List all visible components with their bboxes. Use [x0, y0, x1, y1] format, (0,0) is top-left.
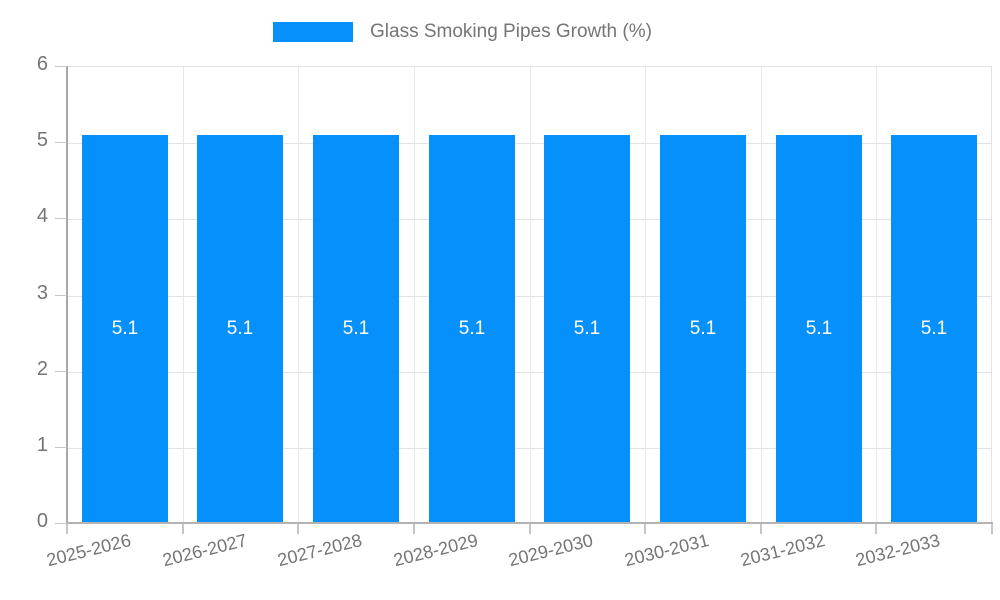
x-axis-tick [991, 524, 993, 534]
bar[interactable]: 5.1 [429, 135, 515, 523]
x-axis-label: 2029-2030 [506, 530, 595, 571]
y-axis-tick [55, 218, 67, 219]
x-axis-line [66, 522, 993, 524]
bar-value-label: 5.1 [920, 318, 948, 339]
gridline-horizontal [67, 219, 991, 221]
bar[interactable]: 5.1 [544, 135, 630, 523]
x-axis-label: 2031-2032 [738, 530, 827, 571]
gridline-vertical [298, 67, 299, 523]
y-axis-tick-label: 5 [36, 129, 48, 151]
gridline-vertical [876, 67, 877, 523]
x-axis-tick [413, 524, 415, 534]
y-axis-tick-label: 2 [36, 358, 48, 380]
x-axis-label: 2030-2031 [622, 530, 711, 571]
y-axis-tick-label: 4 [36, 205, 48, 227]
bar[interactable]: 5.1 [82, 135, 168, 523]
y-axis-tick-label: 6 [36, 53, 48, 75]
gridline-vertical [530, 67, 531, 523]
bar-value-label: 5.1 [689, 318, 717, 339]
x-axis-tick [644, 524, 646, 534]
legend-color-swatch [273, 22, 353, 42]
gridline-vertical [761, 67, 762, 523]
gridline-vertical [183, 67, 184, 523]
y-axis-tick [55, 66, 67, 67]
x-axis-label: 2032-2033 [853, 530, 942, 571]
y-axis-tick [55, 371, 67, 372]
x-axis-tick [875, 524, 877, 534]
x-axis-tick [529, 524, 531, 534]
x-axis-label: 2027-2028 [275, 530, 364, 571]
gridline-horizontal [67, 371, 991, 373]
bar-value-label: 5.1 [226, 318, 254, 339]
bar[interactable]: 5.1 [891, 135, 977, 523]
x-axis-tick [66, 524, 68, 534]
gridline-vertical [414, 67, 415, 523]
y-axis-tick [55, 523, 67, 524]
x-axis-label: 2025-2026 [44, 530, 133, 571]
y-axis-tick-label: 1 [36, 434, 48, 456]
y-axis-tick-label: 3 [36, 282, 48, 304]
x-axis-label: 2026-2027 [160, 530, 249, 571]
x-axis-tick [297, 524, 299, 534]
y-axis-tick [55, 142, 67, 143]
bar-value-label: 5.1 [805, 318, 833, 339]
bar[interactable]: 5.1 [197, 135, 283, 523]
gridline-horizontal [67, 447, 991, 449]
bar-value-label: 5.1 [573, 318, 601, 339]
x-axis-tick [760, 524, 762, 534]
y-axis-tick [55, 295, 67, 296]
plot-area: 5.1 5.1 5.1 5.1 5.1 5.1 5.1 5.1 [67, 66, 992, 523]
gridline-vertical [645, 67, 646, 523]
x-axis-tick [182, 524, 184, 534]
y-axis-tick-label: 0 [36, 510, 48, 532]
bar[interactable]: 5.1 [776, 135, 862, 523]
bar-value-label: 5.1 [111, 318, 139, 339]
chart-legend: Glass Smoking Pipes Growth (%) [0, 0, 1000, 56]
gridline-horizontal [67, 295, 991, 297]
bar[interactable]: 5.1 [313, 135, 399, 523]
y-axis-line [66, 66, 68, 525]
bar[interactable]: 5.1 [660, 135, 746, 523]
bar-value-label: 5.1 [458, 318, 486, 339]
bar-value-label: 5.1 [342, 318, 370, 339]
x-axis-label: 2028-2029 [391, 530, 480, 571]
y-axis-tick [55, 447, 67, 448]
gridline-horizontal [67, 143, 991, 145]
legend-series-label: Glass Smoking Pipes Growth (%) [370, 21, 652, 42]
